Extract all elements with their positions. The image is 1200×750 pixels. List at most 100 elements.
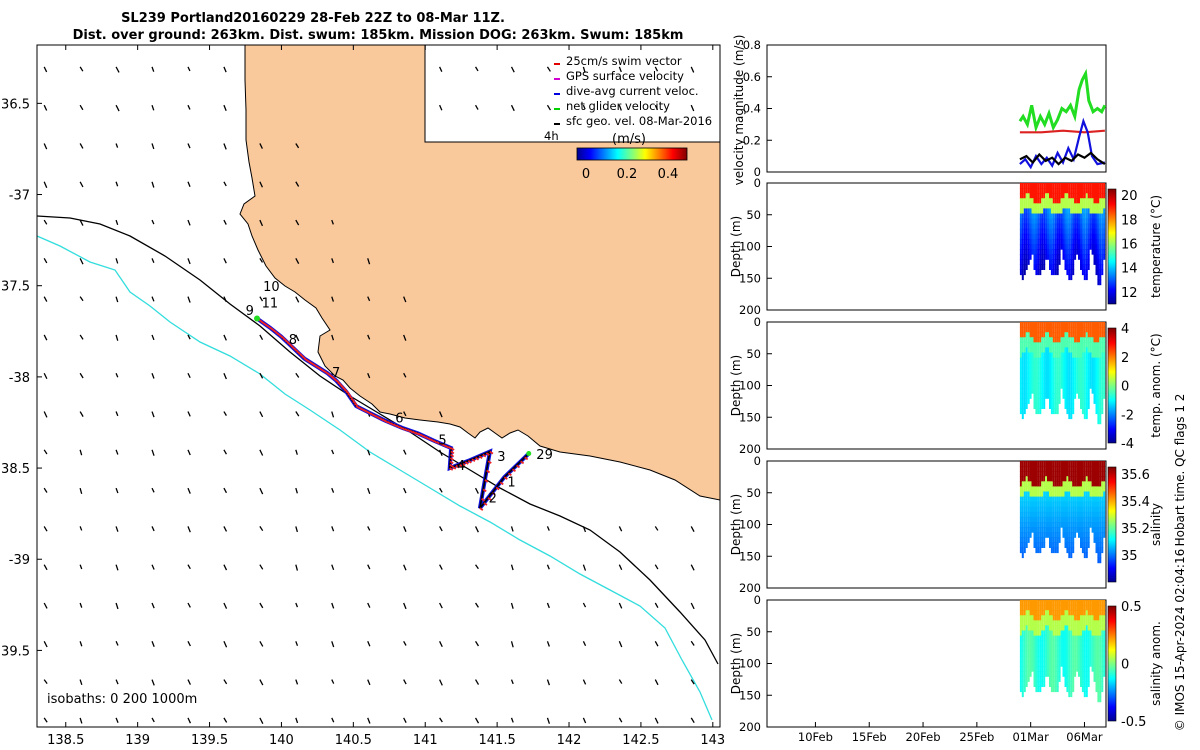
heatmap-cell <box>1085 388 1088 394</box>
heatmap-cell <box>1037 476 1040 482</box>
velocity-vector <box>403 526 407 532</box>
heatmap-cell <box>1025 208 1028 215</box>
heatmap-cell <box>1093 362 1096 369</box>
heatmap-cell <box>1085 244 1088 250</box>
heatmap-cell <box>1074 486 1077 493</box>
heatmap-cell <box>1078 522 1080 528</box>
heatmap-cell <box>1101 208 1104 215</box>
heatmap-cell <box>1095 322 1098 328</box>
heatmap-cell <box>1060 461 1063 467</box>
heatmap-cell <box>1076 233 1079 240</box>
heatmap-cell <box>1089 630 1092 637</box>
heatmap-cell <box>1021 362 1024 369</box>
heatmap-cell <box>1043 249 1046 255</box>
swim-vector <box>487 497 492 501</box>
heatmap-cell <box>1056 491 1059 498</box>
heatmap-cell <box>1074 645 1077 652</box>
heatmap-cell <box>1019 208 1022 215</box>
heatmap-cell <box>1025 342 1028 348</box>
heatmap-cell <box>1033 218 1036 225</box>
heatmap-cell <box>1025 352 1028 359</box>
heatmap-cell <box>1093 244 1096 250</box>
heatmap-cell <box>1041 264 1044 270</box>
heatmap-cell <box>1062 506 1065 513</box>
heatmap-cell <box>1023 249 1026 255</box>
heatmap-cell <box>1031 362 1034 369</box>
heatmap-cell <box>1091 461 1094 467</box>
heatmap-cell <box>1021 542 1024 548</box>
heatmap-cell <box>1060 600 1063 606</box>
heatmap-cell <box>1039 327 1042 333</box>
heatmap-cell <box>1043 223 1046 230</box>
heatmap-cell <box>1095 388 1098 394</box>
heatmap-cell <box>1081 650 1084 657</box>
heatmap-cell <box>1047 620 1049 626</box>
velocity-vector <box>367 372 371 379</box>
heatmap-cell <box>1085 274 1088 281</box>
colorbar-tick-1: 0.2 <box>617 167 638 182</box>
heatmap-cell <box>1035 218 1038 225</box>
heatmap-cell <box>1054 630 1057 637</box>
velocity-vector <box>151 66 155 72</box>
heatmap-cell <box>1083 193 1086 199</box>
heatmap-cell <box>1033 506 1036 513</box>
heatmap-cell <box>1103 635 1106 642</box>
heatmap-cell <box>1049 188 1051 194</box>
heatmap-cell <box>1060 605 1063 611</box>
heatmap-cell <box>1080 203 1082 209</box>
heatmap-cell <box>1039 254 1042 260</box>
heatmap-cell <box>1072 625 1075 632</box>
heatmap-cell <box>1023 506 1026 513</box>
heatmap-cell <box>1039 532 1042 538</box>
heatmap-cell <box>1076 491 1079 498</box>
heatmap-cell <box>1081 193 1084 199</box>
velocity-vector <box>439 679 443 686</box>
heatmap-cell <box>1095 600 1098 606</box>
heatmap-cell <box>1089 491 1092 498</box>
heatmap-cell <box>1060 183 1063 189</box>
heatmap-cell <box>1041 193 1044 199</box>
swim-vector <box>461 462 466 466</box>
velocity-vector <box>223 104 227 112</box>
heatmap-cell <box>1023 254 1026 260</box>
heatmap-cell <box>1085 645 1088 652</box>
velocity-vector <box>259 181 264 188</box>
heatmap-cell <box>1058 666 1061 672</box>
heatmap-cell <box>1093 506 1096 513</box>
heatmap-cell <box>1021 233 1024 240</box>
heatmap-cell <box>1095 466 1098 472</box>
heatmap-cell <box>1074 635 1077 642</box>
heatmap-cell <box>1039 471 1042 477</box>
heatmap-cell <box>1066 218 1069 225</box>
heatmap-cell <box>1074 327 1077 333</box>
heatmap-cell <box>1070 218 1073 225</box>
heatmap-cell <box>1050 183 1053 189</box>
heatmap-cell <box>1078 527 1080 533</box>
heatmap-cell <box>1064 362 1067 369</box>
heatmap-y-tick-label: 50 <box>746 347 761 361</box>
heatmap-cell <box>1027 466 1030 472</box>
heatmap-cell <box>1078 367 1080 374</box>
heatmap-cell <box>1052 610 1055 616</box>
heatmap-cell <box>1068 661 1071 667</box>
velocity-vector <box>690 640 695 646</box>
heatmap-cell <box>1078 203 1080 209</box>
heatmap-cell <box>1045 322 1048 328</box>
heatmap-cell <box>1087 600 1090 606</box>
heatmap-cell <box>1054 476 1057 482</box>
heatmap-cell <box>1097 413 1100 420</box>
heatmap-cell <box>1083 466 1086 472</box>
heatmap-cell <box>1076 332 1079 338</box>
heatmap-cell <box>1049 466 1051 472</box>
velocity-vector <box>115 449 119 455</box>
heatmap-cell <box>1072 516 1075 523</box>
heatmap-cell <box>1068 342 1071 348</box>
velocity-vector <box>546 679 550 686</box>
heatmap-cell <box>1097 322 1100 328</box>
heatmap-cell <box>1060 377 1063 384</box>
heatmap-cell <box>1062 671 1065 677</box>
heatmap-cell <box>1087 367 1090 374</box>
heatmap-cell <box>1085 686 1088 693</box>
heatmap-cell <box>1052 620 1055 626</box>
heatmap-y-tick-label: 200 <box>739 720 761 734</box>
